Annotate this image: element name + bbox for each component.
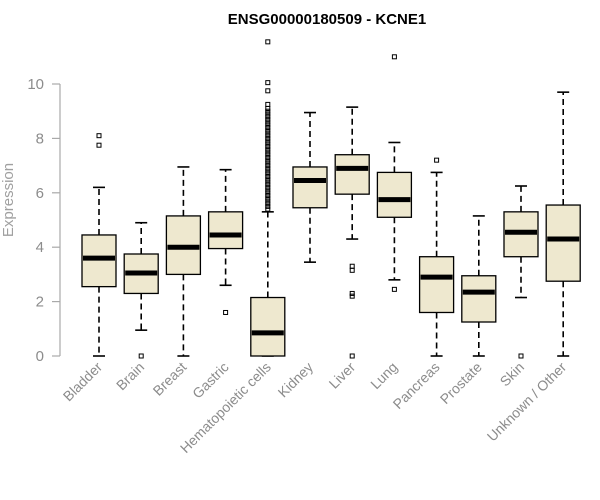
outlier-point [265,80,271,86]
outlier-point [265,127,271,133]
outlier-point [265,195,271,201]
outlier-point [138,353,144,359]
outlier-point [265,190,271,196]
outlier-point [265,141,271,147]
outlier-point [265,39,271,45]
outlier-point [265,157,271,163]
x-tick-label: Lung [367,359,400,392]
outlier-point [265,176,271,182]
outlier-point [265,135,271,141]
outlier-point [223,309,229,315]
x-tick-label: Breast [150,359,190,399]
x-tick-label: Skin [497,359,528,390]
outlier-point [265,187,271,193]
x-tick-label: Prostate [437,359,485,407]
box-group [545,91,581,357]
outlier-point [265,125,271,131]
outlier-point [265,105,271,111]
outlier-point [265,152,271,158]
box-group [250,39,286,357]
box-group [418,157,455,357]
outlier-point [265,203,271,209]
box-group [207,168,244,315]
outlier-point [265,88,271,94]
x-tick-label: Bladder [60,359,106,405]
x-tick-label: Liver [326,359,359,392]
outlier-point [265,168,271,174]
outlier-point [96,133,102,139]
y-axis-label: Expression [0,163,17,237]
box-iqr [292,166,328,209]
outlier-point [265,198,271,204]
outlier-point [265,201,271,207]
outlier-point [265,114,271,120]
outlier-point [265,116,271,122]
outlier-point [96,142,102,148]
outlier-point [265,101,271,107]
outlier-point [265,122,271,128]
outlier-point [265,171,271,177]
box-group [376,54,413,292]
outlier-point [265,108,271,114]
outlier-point [265,144,271,150]
outlier-point [391,286,397,292]
outlier-point [265,149,271,155]
outlier-point [265,182,271,188]
outlier-point [265,173,271,179]
y-tick-label: 8 [36,130,44,147]
x-tick-label: Kidney [275,359,317,401]
box-iqr [81,234,117,288]
outlier-point [265,119,271,125]
outlier-point [349,290,355,296]
outlier-point [265,111,271,117]
outlier-point [265,165,271,171]
box-iqr [334,154,370,195]
box-group [165,166,202,357]
outlier-point [349,293,355,299]
x-tick-label: Unknown / Other [484,359,570,445]
y-tick-label: 10 [27,76,44,93]
outlier-point [434,157,440,163]
outlier-point [265,163,271,169]
box-group [292,111,328,263]
box-group [461,215,497,357]
outlier-point [265,184,271,190]
outlier-point [265,206,271,212]
box-group [503,185,539,359]
box-iqr [376,171,413,218]
outlier-point [349,267,355,273]
outlier-point [265,179,271,185]
y-tick-label: 2 [36,294,44,311]
box-iqr [250,296,286,357]
box-iqr [418,256,455,314]
outlier-point [265,146,271,152]
box-iqr [461,275,497,323]
outlier-point [349,353,355,359]
outlier-point [265,160,271,166]
outlier-point [265,154,271,160]
outlier-point [518,353,524,359]
outlier-point [391,54,397,60]
outlier-point [265,133,271,139]
box-groups [81,39,581,359]
box-group [123,221,159,359]
outlier-point [265,130,271,136]
y-tick-label: 0 [36,348,44,365]
outlier-point [265,193,271,199]
y-ticks: 0 2 4 6 8 10 [27,76,60,365]
y-tick-label: 6 [36,185,44,202]
box-iqr [207,211,244,250]
box-iqr [545,204,581,282]
x-tick-label: Pancreas [390,359,443,412]
box-group [81,133,117,357]
outlier-point [265,138,271,144]
outlier-point [349,263,355,269]
y-tick-label: 4 [36,239,44,256]
chart-title: ENSG00000180509 - KCNE1 [228,11,426,28]
x-tick-label: Brain [113,359,147,393]
box-group [334,106,370,359]
